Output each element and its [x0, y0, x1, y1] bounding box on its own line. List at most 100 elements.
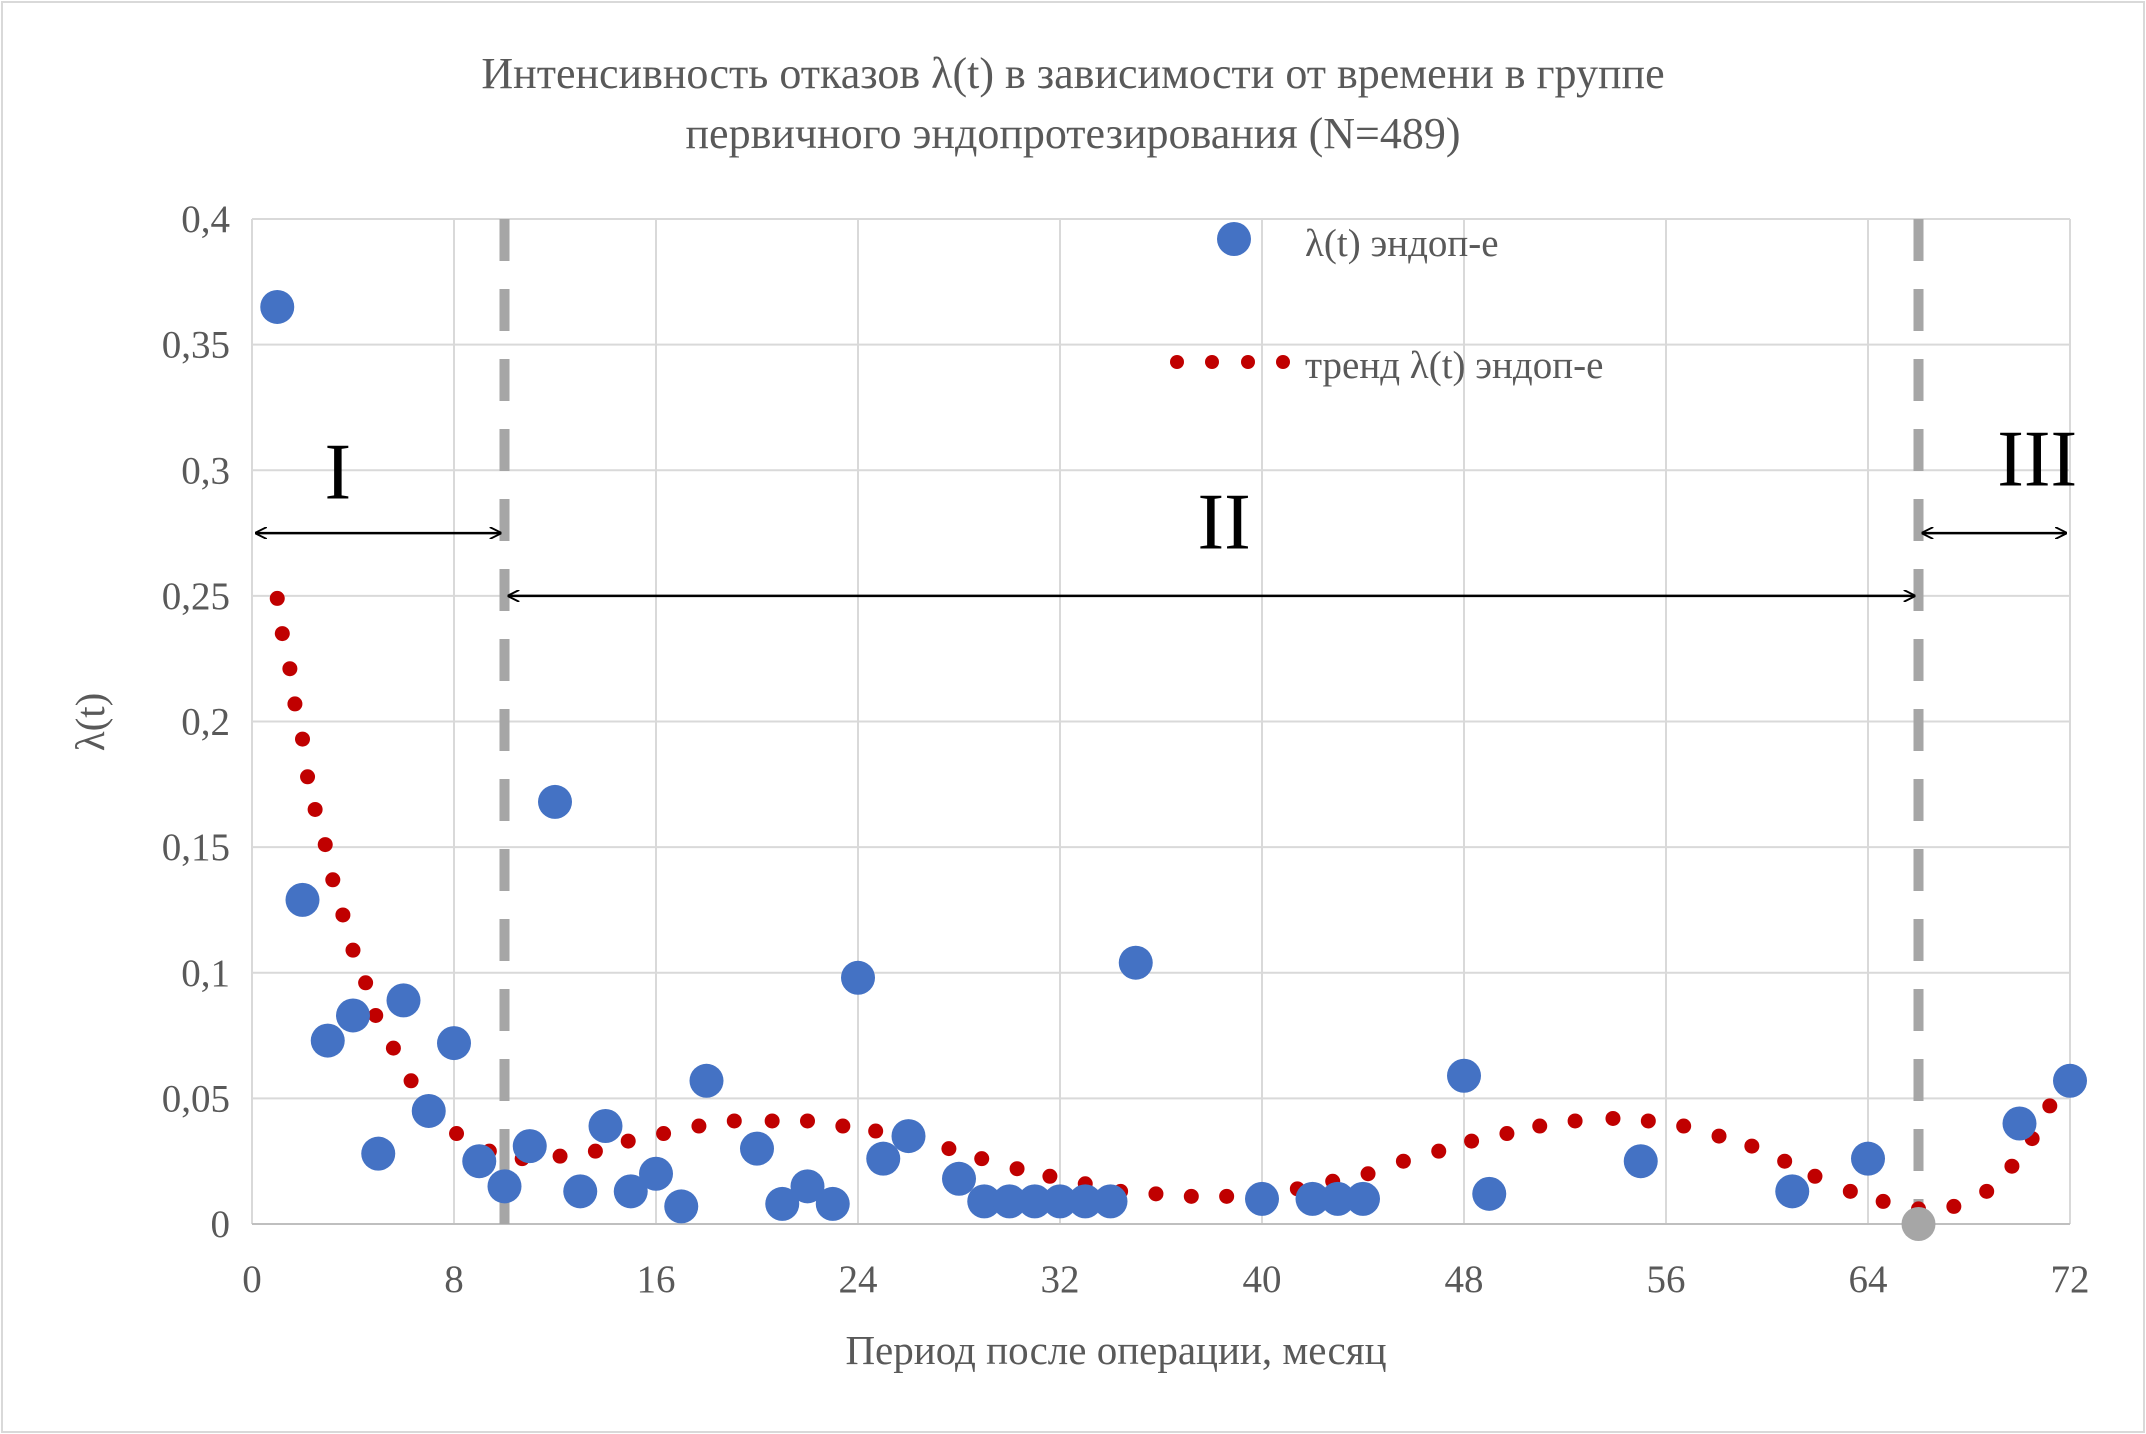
- data-point: [1346, 1181, 1380, 1216]
- trend-dot: [691, 1118, 707, 1134]
- data-point: [1043, 1184, 1077, 1219]
- x-tick-label: 16: [637, 1258, 676, 1301]
- data-point: [1068, 1184, 1103, 1219]
- trend-dot: [325, 872, 341, 888]
- data-point: [260, 289, 295, 324]
- trend-dot: [403, 1073, 419, 1089]
- trend-dot: [282, 661, 298, 677]
- data-point: [563, 1174, 598, 1209]
- period-label: I: [325, 428, 352, 516]
- data-point: [765, 1186, 800, 1221]
- y-axis-label: λ(t): [67, 693, 113, 752]
- trend-dot: [1807, 1168, 1823, 1184]
- data-point: [664, 1189, 699, 1224]
- legend: λ(t) эндоп-е тренд λ(t) эндоп-е: [1170, 222, 1603, 387]
- x-tick-label: 24: [839, 1258, 878, 1301]
- data-point: [1118, 945, 1153, 980]
- trend-dot: [287, 696, 303, 712]
- trend-dot: [656, 1126, 672, 1142]
- trend-dot: [295, 731, 310, 747]
- data-point: [1775, 1174, 1810, 1209]
- legend-label-trend: тренд λ(t) эндоп-е: [1305, 344, 1603, 387]
- data-point: [285, 882, 320, 917]
- trend-dot: [835, 1118, 851, 1134]
- trend-dot: [300, 769, 316, 785]
- trend-dot: [1842, 1183, 1858, 1199]
- trend-dot: [269, 590, 285, 606]
- trend-dot: [587, 1143, 603, 1159]
- data-point: [1472, 1176, 1507, 1211]
- trend-dot: [358, 975, 374, 991]
- y-axis-ticks: 0 0,05 0,1 0,15 0,2 0,25 0,3 0,35 0,4: [162, 198, 230, 1246]
- y-tick-label: 0,3: [181, 449, 230, 492]
- trend-dot: [335, 907, 351, 923]
- data-point: [1017, 1184, 1052, 1219]
- trend-dot: [2042, 1098, 2058, 1114]
- trend-dot: [1744, 1138, 1760, 1154]
- trend-dot: [1395, 1153, 1411, 1169]
- x-tick-label: 64: [1849, 1258, 1888, 1301]
- y-tick-label: 0,35: [162, 324, 230, 367]
- data-point: [1851, 1141, 1885, 1176]
- x-tick-label: 0: [242, 1258, 262, 1301]
- trend-dot: [2004, 1158, 2020, 1174]
- data-point: [386, 983, 421, 1018]
- data-point: [689, 1063, 724, 1098]
- data-point: [310, 1023, 345, 1058]
- legend-marker-points: [1217, 222, 1251, 256]
- y-tick-label: 0,05: [162, 1077, 230, 1120]
- data-point: [487, 1169, 522, 1204]
- trend-dot: [385, 1040, 401, 1056]
- trend-dot: [1605, 1110, 1621, 1126]
- y-tick-label: 0,1: [181, 952, 230, 995]
- trend-dot: [1219, 1188, 1235, 1204]
- data-point: [1093, 1184, 1128, 1219]
- y-tick-label: 0,2: [181, 701, 230, 744]
- data-point: [967, 1184, 1002, 1219]
- chart-title-line-1: Интенсивность отказов λ(t) в зависимости…: [481, 49, 1664, 98]
- data-point: [1901, 1207, 1936, 1241]
- data-point: [361, 1136, 396, 1171]
- chart-title-line-2: первичного эндопротезирования (N=489): [686, 109, 1461, 158]
- trend-dot: [1946, 1198, 1962, 1214]
- data-point: [1295, 1181, 1330, 1216]
- y-tick-label: 0,25: [162, 575, 230, 618]
- data-point: [740, 1131, 774, 1166]
- data-point: [790, 1169, 825, 1204]
- data-point: [841, 960, 875, 995]
- trend-dot: [274, 626, 290, 642]
- period-label: II: [1197, 479, 1250, 567]
- x-tick-label: 56: [1647, 1258, 1686, 1301]
- trend-dot: [1875, 1193, 1891, 1209]
- trend-dot: [1532, 1118, 1548, 1134]
- trend-dot: [1183, 1188, 1199, 1204]
- trend-dot: [1711, 1128, 1727, 1144]
- data-point: [1320, 1181, 1355, 1216]
- trend-series: [269, 590, 2073, 1217]
- trend-dot: [764, 1113, 780, 1129]
- trend-dot: [1464, 1133, 1480, 1149]
- trend-dot: [1499, 1126, 1515, 1142]
- data-point: [942, 1161, 976, 1196]
- data-point: [815, 1186, 850, 1221]
- data-point: [462, 1144, 497, 1179]
- data-point: [2002, 1106, 2037, 1141]
- points-series: [260, 289, 2087, 1241]
- period-dividers: [499, 219, 1924, 1224]
- trend-dot: [1431, 1143, 1447, 1159]
- data-point: [866, 1141, 901, 1176]
- trend-dot: [368, 1007, 384, 1023]
- data-point: [992, 1184, 1027, 1219]
- period-label: III: [1997, 416, 2077, 504]
- data-point: [1447, 1058, 1481, 1093]
- trend-dot: [941, 1141, 957, 1157]
- trend-dot: [1148, 1186, 1164, 1202]
- data-point: [588, 1109, 623, 1144]
- data-point: [512, 1129, 547, 1164]
- trend-dot: [1640, 1113, 1656, 1129]
- data-point: [891, 1119, 926, 1154]
- legend-label-points: λ(t) эндоп-е: [1305, 222, 1499, 265]
- trend-dot: [1009, 1161, 1025, 1177]
